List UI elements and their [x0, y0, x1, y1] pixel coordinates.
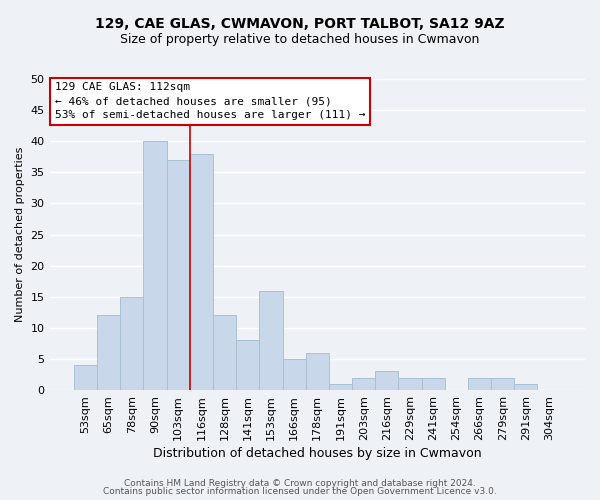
Bar [375, 372, 398, 390]
Bar [422, 378, 445, 390]
Bar [329, 384, 352, 390]
Bar [167, 160, 190, 390]
Bar [468, 378, 491, 390]
Bar [236, 340, 259, 390]
Bar [305, 352, 329, 390]
Text: Size of property relative to detached houses in Cwmavon: Size of property relative to detached ho… [121, 32, 479, 46]
Bar [120, 296, 143, 390]
Text: Contains public sector information licensed under the Open Government Licence v3: Contains public sector information licen… [103, 487, 497, 496]
Bar [97, 316, 120, 390]
Bar [514, 384, 538, 390]
Text: 129, CAE GLAS, CWMAVON, PORT TALBOT, SA12 9AZ: 129, CAE GLAS, CWMAVON, PORT TALBOT, SA1… [95, 18, 505, 32]
Bar [352, 378, 375, 390]
Y-axis label: Number of detached properties: Number of detached properties [15, 147, 25, 322]
Bar [491, 378, 514, 390]
Bar [283, 359, 305, 390]
Bar [259, 290, 283, 390]
Text: Contains HM Land Registry data © Crown copyright and database right 2024.: Contains HM Land Registry data © Crown c… [124, 478, 476, 488]
Bar [74, 365, 97, 390]
Bar [143, 141, 167, 390]
Text: 129 CAE GLAS: 112sqm
← 46% of detached houses are smaller (95)
53% of semi-detac: 129 CAE GLAS: 112sqm ← 46% of detached h… [55, 82, 365, 120]
Bar [190, 154, 213, 390]
Bar [398, 378, 422, 390]
X-axis label: Distribution of detached houses by size in Cwmavon: Distribution of detached houses by size … [153, 447, 482, 460]
Bar [213, 316, 236, 390]
